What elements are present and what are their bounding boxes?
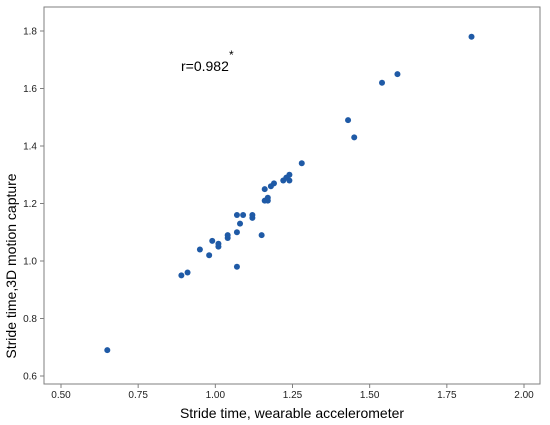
x-tick-label: 0.50	[51, 390, 71, 401]
plot-frame	[43, 6, 541, 385]
data-point	[258, 232, 265, 239]
data-points	[104, 33, 475, 354]
y-axis: 0.6 0.8 1.0 1.2 1.4 1.6 1.8	[23, 27, 44, 383]
x-tick-label: 0.75	[128, 390, 148, 401]
y-tick-label: 1.8	[23, 27, 37, 38]
data-point	[261, 186, 268, 193]
x-tick-label: 1.50	[360, 390, 380, 401]
y-tick-label: 1.0	[23, 257, 37, 268]
data-point	[237, 220, 244, 227]
x-tick-label: 1.25	[283, 390, 303, 401]
data-point	[104, 347, 111, 354]
x-axis-title: Stride time, wearable accelerometer	[180, 405, 404, 421]
data-point	[286, 171, 293, 178]
data-point	[233, 263, 240, 270]
data-point	[249, 212, 256, 218]
data-point	[264, 194, 271, 201]
data-point	[345, 117, 352, 124]
data-point	[394, 71, 401, 78]
data-point	[379, 79, 386, 86]
data-point	[196, 246, 203, 253]
data-point	[206, 252, 213, 259]
x-tick-label: 1.75	[437, 390, 457, 401]
data-point	[233, 229, 240, 236]
y-tick-label: 1.6	[23, 84, 37, 95]
x-tick-label: 2.00	[514, 390, 534, 401]
x-tick-label: 1.00	[206, 390, 226, 401]
x-axis: 0.50 0.75 1.00 1.25 1.50 1.75 2.00	[51, 384, 534, 401]
data-point	[184, 269, 191, 276]
y-tick-label: 1.2	[23, 199, 37, 210]
data-point	[270, 180, 277, 187]
data-point	[286, 177, 293, 184]
data-point	[224, 232, 231, 239]
data-point	[240, 212, 247, 218]
correlation-annotation: r=0.982	[181, 58, 229, 74]
y-tick-label: 0.8	[23, 314, 37, 325]
data-point	[298, 160, 305, 167]
data-point	[178, 272, 185, 279]
y-axis-title: Stride time,3D motion capture	[3, 173, 19, 358]
data-point	[209, 237, 216, 244]
data-point	[215, 240, 222, 247]
significance-marker: *	[229, 48, 234, 62]
data-point	[468, 33, 475, 40]
data-point	[233, 212, 240, 218]
data-point	[351, 134, 358, 141]
y-tick-label: 1.4	[23, 142, 37, 153]
y-tick-label: 0.6	[23, 372, 37, 383]
